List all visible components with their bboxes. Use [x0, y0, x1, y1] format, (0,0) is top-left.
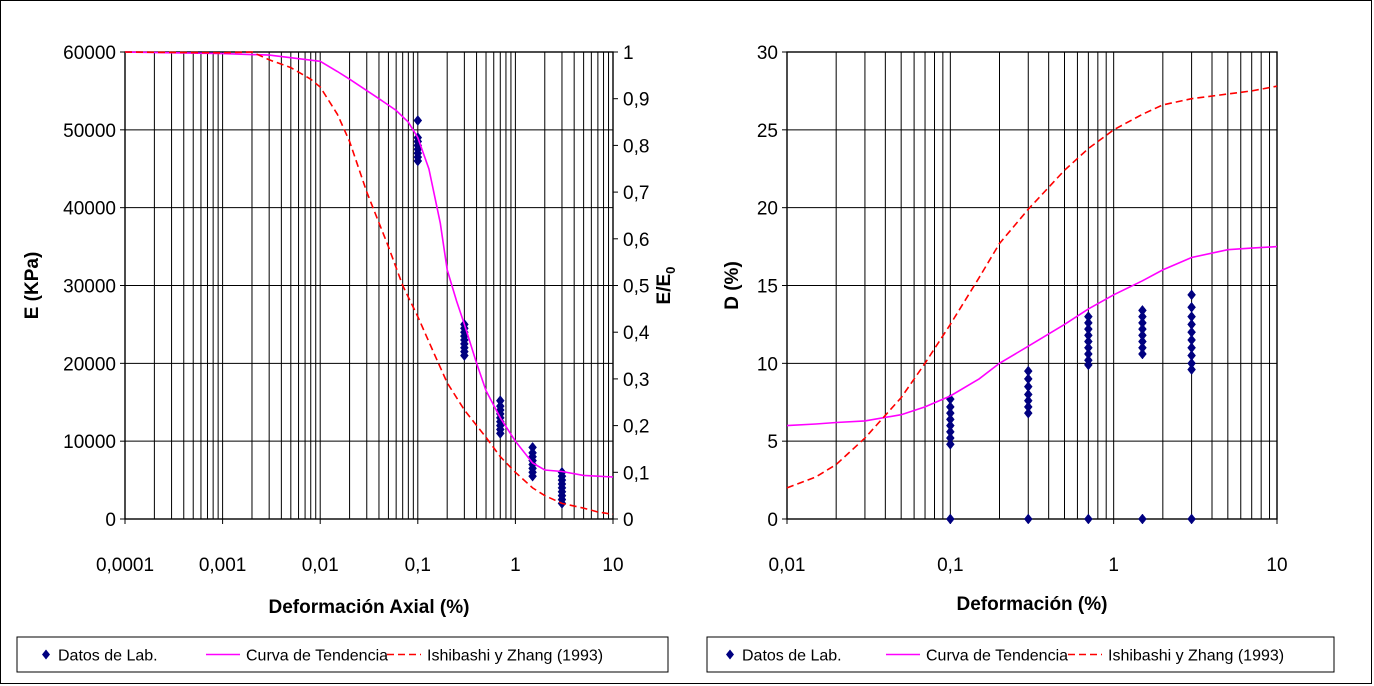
c1-lab-point — [1138, 348, 1147, 360]
c0-lab-point — [495, 427, 505, 439]
c0-legend-box — [16, 636, 669, 673]
c0-y2tick-label: 0,3 — [623, 370, 649, 391]
c0-y2tick-label: 0 — [623, 510, 634, 531]
c1-ytick-label: 25 — [757, 121, 778, 142]
c1-xtick-label: 0,1 — [937, 555, 963, 576]
c1-ytick-label: 0 — [767, 510, 778, 531]
c0-xtick-label: 0,01 — [302, 555, 339, 576]
c0-ytick-label: 60000 — [63, 43, 116, 64]
c0-ytick-label: 0 — [105, 510, 116, 531]
c1-legend: Datos de Lab. Curva de Tendencia Ishibashi… — [706, 636, 1335, 673]
c1-gridlines — [786, 51, 1277, 520]
c1-lab-point — [1023, 513, 1033, 525]
c0-ytick-label: 50000 — [63, 121, 116, 142]
c0-legend-label: Datos de Lab. — [58, 648, 158, 665]
c0-legend-label: Curva de Tendencia — [246, 648, 388, 665]
c0-ytick-label: 30000 — [63, 277, 116, 298]
c0-y2tick-label: 0,1 — [623, 463, 649, 484]
c0-lab-point — [413, 115, 423, 126]
c1-xtick-label: 10 — [1266, 555, 1287, 576]
c0-yaxis-label: E (KPa) — [22, 252, 43, 320]
c0-ytick-label: 40000 — [63, 199, 116, 220]
c0-series-lab-points — [413, 115, 567, 509]
c0-xtick-label: 0,1 — [405, 555, 431, 576]
c1-xtick-label: 0,01 — [769, 555, 806, 576]
c0-y2tick-label: 0,5 — [623, 277, 649, 298]
c0-xtick-label: 10 — [602, 555, 623, 576]
c0-lab-point — [460, 350, 469, 361]
c0-lab-point — [413, 155, 423, 167]
c1-lab-point — [946, 513, 955, 525]
c1-legend-box — [706, 636, 1335, 673]
c0-y2tick-label: 0,7 — [623, 183, 649, 204]
c1-lab-point — [1023, 407, 1033, 419]
c1-ytick-label: 5 — [767, 432, 778, 453]
c1-lab-point — [946, 438, 955, 450]
chart-right-damping: 0 5 10 15 20 25 30 0,01 0,1 1 10 Deformación (%) D (… — [706, 43, 1335, 673]
c1-legend-label: Curva de Tendencia — [926, 648, 1068, 665]
c1-series-lab-points — [946, 289, 1196, 525]
c0-y2tick-label: 0,8 — [623, 136, 649, 157]
c1-ytick-label: 15 — [757, 277, 778, 298]
c1-series-trend-line — [786, 245, 1278, 427]
c0-xtick-label: 0,001 — [199, 555, 247, 576]
chart-left-modulus: 0 10000 20000 30000 40000 50000 60000 0 0,1 0,2 0,… — [16, 43, 678, 673]
c1-ytick-label: 30 — [757, 43, 778, 64]
c0-xtick-label: 0,0001 — [96, 555, 154, 576]
c1-ytick-label: 10 — [757, 354, 778, 375]
c1-xaxis-label: Deformación (%) — [957, 594, 1108, 615]
c1-legend-label: Datos de Lab. — [742, 648, 842, 665]
c0-xtick-label: 1 — [510, 555, 521, 576]
c1-lab-point — [1187, 513, 1196, 525]
c1-legend-marker-lab — [726, 649, 734, 660]
c1-ytick-label: 20 — [757, 199, 778, 220]
c1-lab-point — [1084, 513, 1093, 525]
c0-y2tick-label: 0,6 — [623, 230, 649, 251]
c0-ytick-label: 10000 — [63, 432, 116, 453]
c0-y2tick-label: 0,2 — [623, 417, 649, 438]
c0-gridlines — [124, 51, 613, 520]
c1-lab-point — [1187, 364, 1196, 375]
c1-xtick-label: 1 — [1108, 555, 1119, 576]
c1-lab-point — [1187, 301, 1196, 313]
c0-xaxis-label: Deformación Axial (%) — [269, 597, 470, 618]
c0-series-trend-line — [124, 51, 614, 478]
c1-yaxis-label: D (%) — [722, 261, 743, 310]
c0-ytick-label: 20000 — [63, 354, 116, 375]
c0-legend: Datos de Lab. Curva de Tendencia Ishibashi… — [16, 636, 669, 673]
c1-legend-label: Ishibashi y Zhang (1993) — [1108, 648, 1284, 665]
c1-series-ishibashi-line — [786, 85, 1278, 489]
c0-series-ishibashi-line — [124, 51, 614, 516]
c1-lab-point — [1084, 359, 1093, 371]
c0-y2tick-label: 0,9 — [623, 90, 649, 111]
c0-lab-point — [528, 470, 537, 482]
c0-y2axis-label: E/E0 — [654, 267, 678, 305]
c1-lab-point — [1187, 289, 1196, 301]
c0-y2tick-label: 1 — [623, 43, 634, 64]
c0-y2tick-label: 0,4 — [623, 323, 650, 344]
c0-legend-label: Ishibashi y Zhang (1993) — [427, 648, 603, 665]
c0-legend-marker-lab — [42, 649, 50, 660]
c1-lab-point — [1138, 513, 1147, 525]
